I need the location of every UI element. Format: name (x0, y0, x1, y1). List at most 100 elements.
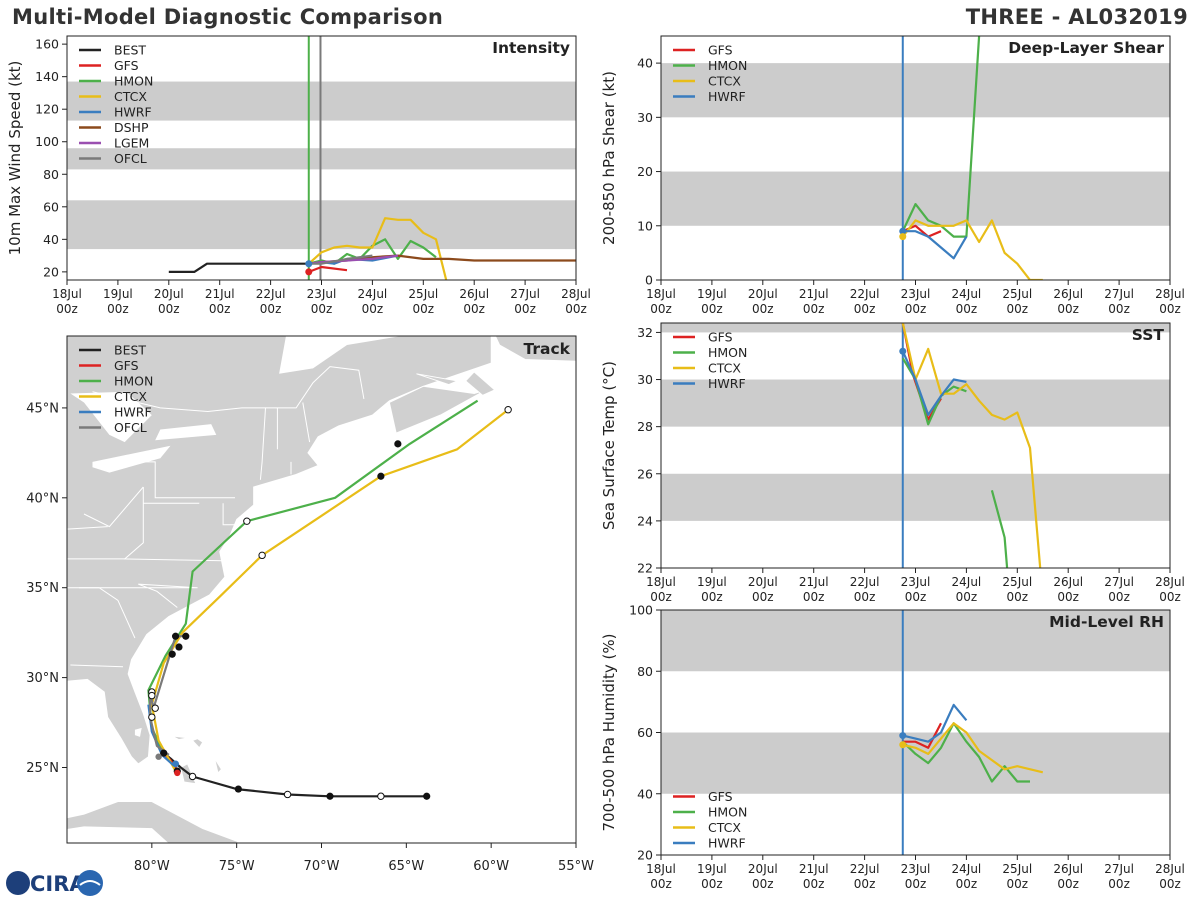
y-tick-label: 20 (637, 848, 653, 863)
lake (155, 424, 217, 441)
y-axis-label: Sea Surface Temp (°C) (600, 361, 618, 530)
x-tick-label: 24Jul (952, 862, 982, 876)
series-line-ctcx (308, 217, 448, 280)
lat-tick-label: 40°N (26, 491, 59, 506)
x-tick-label: 23Jul (307, 287, 337, 301)
x-tick-label: 00z (956, 302, 978, 316)
y-tick-label: 160 (35, 37, 59, 52)
series-line-ctcx (901, 219, 1043, 280)
x-tick-label: 20Jul (748, 287, 778, 301)
y-tick-label: 32 (637, 325, 653, 340)
x-tick-label: 27Jul (1104, 862, 1134, 876)
x-tick-label: 00z (905, 302, 927, 316)
lon-tick-label: 60°W (473, 859, 509, 874)
logo-seal-icon (77, 870, 103, 896)
legend-label-hwrf: HWRF (708, 836, 746, 851)
y-tick-label: 120 (35, 102, 59, 117)
state-border (302, 402, 311, 443)
legend-label-best: BEST (114, 343, 146, 358)
series-line-gfs (308, 265, 348, 273)
series-line-hmon (990, 490, 1009, 568)
track-point-filled (234, 785, 242, 793)
y-tick-label: 140 (35, 69, 59, 84)
x-tick-label: 00z (1007, 590, 1029, 604)
shade-band (661, 610, 1170, 672)
initial-point-ctcx (899, 741, 907, 749)
lat-tick-label: 35°N (26, 581, 59, 596)
y-tick-label: 40 (637, 786, 653, 801)
state-border (259, 407, 266, 480)
y-tick-label: 10 (637, 218, 653, 233)
legend-label-ofcl: OFCL (114, 420, 147, 435)
state-border (67, 526, 108, 530)
rh-plot-area (661, 610, 1170, 855)
storm-id-title: THREE - AL032019 (965, 5, 1188, 29)
y-tick-label: 30 (637, 372, 653, 387)
track-point-open (188, 772, 197, 781)
track-point-filled (175, 643, 183, 651)
lon-tick-label: 55°W (558, 859, 594, 874)
series-line-hwrf (902, 703, 968, 743)
x-tick-label: 00z (1108, 590, 1130, 604)
x-tick-label: 00z (650, 302, 672, 316)
track-point-open (377, 792, 385, 800)
x-tick-label: 00z (803, 877, 825, 891)
shade-band (661, 323, 1170, 333)
rh-chart: 18Jul00z19Jul00z20Jul00z21Jul00z22Jul00z… (600, 603, 1185, 892)
x-tick-label: 00z (362, 302, 384, 316)
y-tick-label: 60 (637, 725, 653, 740)
y-tick-label: 0 (645, 273, 653, 288)
land-bahamas-abaco (191, 738, 204, 749)
x-tick-label: 00z (1007, 877, 1029, 891)
x-tick-label: 22Jul (256, 287, 286, 301)
x-tick-label: 19Jul (697, 575, 727, 589)
y-tick-label: 80 (637, 664, 653, 679)
lake (134, 727, 142, 737)
x-tick-label: 26Jul (1053, 287, 1083, 301)
state-border (70, 664, 124, 668)
x-tick-label: 00z (1108, 302, 1130, 316)
x-tick-label: 00z (701, 590, 723, 604)
x-tick-label: 00z (1159, 302, 1181, 316)
x-tick-label: 23Jul (901, 287, 931, 301)
legend-label-gfs: GFS (114, 358, 139, 373)
series-line-gfs (902, 722, 942, 749)
lake (92, 445, 171, 473)
shade-band (67, 200, 576, 250)
series-line-hwrf (902, 230, 968, 260)
x-tick-label: 20Jul (748, 862, 778, 876)
x-tick-label: 19Jul (697, 862, 727, 876)
y-axis-label: 700-500 hPa Humidity (%) (600, 633, 618, 831)
y-tick-label: 100 (629, 603, 653, 618)
legend-label-gfs: GFS (708, 43, 733, 58)
x-tick-label: 18Jul (646, 862, 676, 876)
x-tick-label: 00z (1057, 877, 1079, 891)
series-line-ctcx (901, 323, 1042, 568)
x-tick-label: 19Jul (103, 287, 133, 301)
shade-band (661, 63, 1170, 118)
state-border (123, 487, 224, 562)
sst-chart: 18Jul00z19Jul00z20Jul00z21Jul00z22Jul00z… (600, 322, 1185, 604)
x-tick-label: 25Jul (408, 287, 438, 301)
legend-label-hwrf: HWRF (114, 105, 152, 120)
x-tick-label: 00z (1057, 590, 1079, 604)
x-tick-label: 18Jul (646, 287, 676, 301)
legend-label-ctcx: CTCX (708, 820, 741, 835)
legend-label-hwrf: HWRF (114, 405, 152, 420)
page-title: Multi-Model Diagnostic Comparison (12, 5, 444, 29)
track-point-open (151, 704, 159, 712)
x-tick-label: 21Jul (799, 575, 829, 589)
lon-tick-label: 80°W (134, 859, 170, 874)
x-tick-label: 00z (209, 302, 231, 316)
legend-label-lgem: LGEM (114, 136, 149, 151)
x-tick-label: 28Jul (1155, 287, 1185, 301)
x-tick-label: 00z (803, 590, 825, 604)
legend-label-ofcl: OFCL (114, 151, 147, 166)
x-tick-label: 24Jul (952, 575, 982, 589)
x-tick-label: 00z (1108, 877, 1130, 891)
x-tick-label: 00z (107, 302, 129, 316)
x-tick-label: 26Jul (459, 287, 489, 301)
track-point-open (148, 691, 156, 700)
